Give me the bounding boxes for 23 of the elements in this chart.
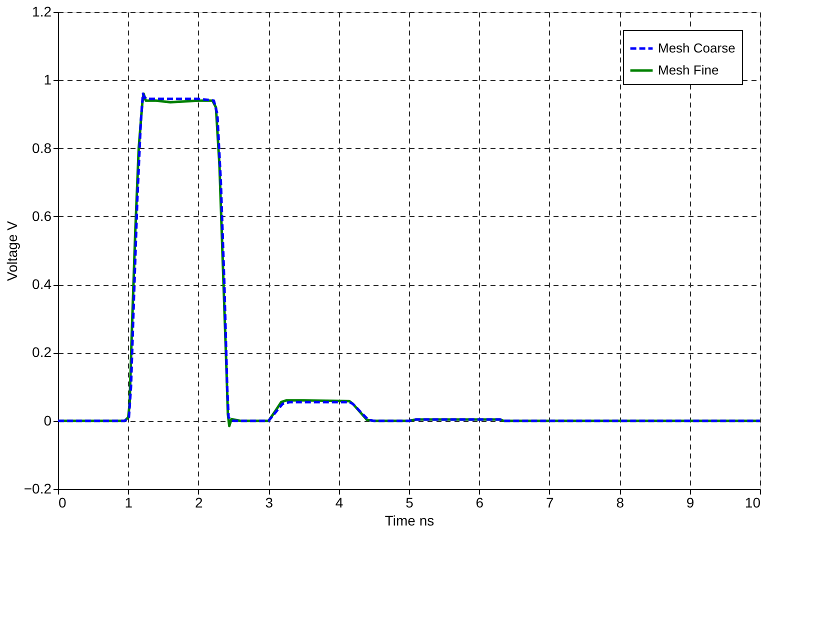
x-tick-label: 9: [686, 494, 694, 510]
y-axis-title: Voltage V: [4, 220, 20, 281]
y-tick-label: 1: [44, 72, 52, 88]
y-tick-label: 1.2: [32, 4, 52, 20]
x-axis-title: Time ns: [384, 512, 434, 528]
x-tick-label: 5: [406, 494, 414, 510]
y-tick-label: 0.2: [32, 344, 52, 360]
x-tick-label: 0: [58, 494, 66, 510]
y-tick-label: 0.6: [32, 208, 52, 224]
x-tick-label: 8: [616, 494, 624, 510]
y-tick-label: 0.4: [32, 276, 52, 292]
x-tick-label: 10: [744, 494, 761, 510]
legend-label: Mesh Coarse: [658, 40, 736, 56]
x-tick-label: 3: [265, 494, 274, 510]
x-tick-label: 1: [124, 494, 133, 510]
x-tick-label: 7: [546, 494, 554, 510]
y-tick-label: 0.8: [32, 140, 52, 156]
x-tick-label: 2: [195, 494, 203, 510]
y-tick-label: 0: [44, 412, 52, 428]
x-tick-label: 4: [335, 494, 344, 510]
legend-label: Mesh Fine: [658, 62, 719, 78]
y-tick-label: −0.2: [24, 480, 52, 496]
x-tick-label: 6: [476, 494, 484, 510]
